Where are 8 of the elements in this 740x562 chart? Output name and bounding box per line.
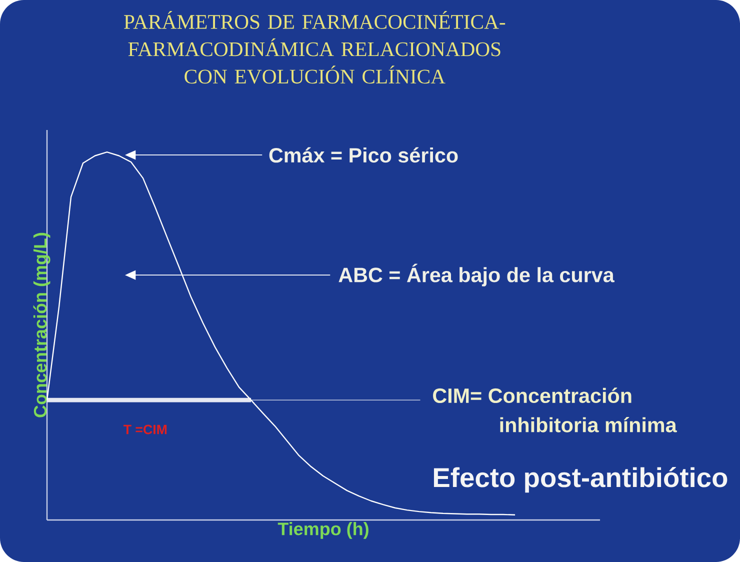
- y-axis-title: Concentración (mg/L): [33, 232, 50, 418]
- annotation: CIM= Concentración inhibitoria mínima: [433, 388, 677, 432]
- x-axis-title: Tiempo (h): [278, 522, 368, 539]
- annotation: ABC = Área bajo de la curva: [338, 264, 614, 286]
- annotation: Cmáx = Pico sérico: [269, 147, 458, 163]
- annotation: Efecto post-antibiótico: [434, 466, 728, 493]
- ref-line-label: T =CIM: [124, 424, 167, 434]
- chart-title: PARÁMETROS DE FARMACOCINÉTICA-FARMACODINÁMICA RELACIONADOS CON EVOLUCIÓN CLÍNICA: [124, 10, 506, 84]
